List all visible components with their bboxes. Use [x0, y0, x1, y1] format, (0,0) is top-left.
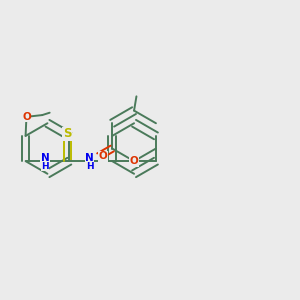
- Text: O: O: [22, 112, 31, 122]
- Text: H: H: [86, 162, 93, 171]
- Text: S: S: [63, 127, 71, 140]
- Text: N: N: [85, 153, 94, 163]
- Text: H: H: [41, 162, 49, 171]
- Text: O: O: [130, 156, 138, 166]
- Text: N: N: [40, 153, 49, 163]
- Text: O: O: [99, 151, 108, 161]
